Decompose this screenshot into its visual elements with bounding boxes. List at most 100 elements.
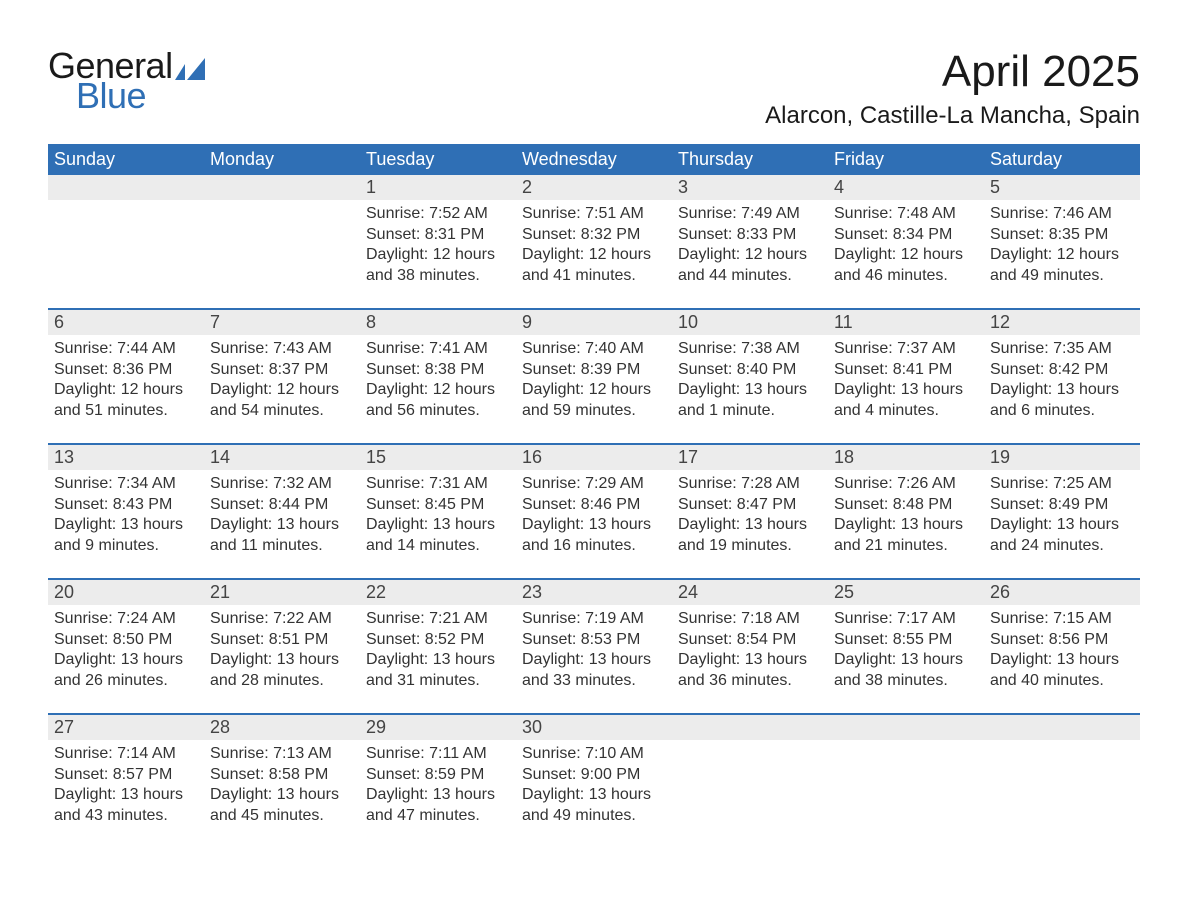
day-number xyxy=(204,175,360,200)
sunrise-text: Sunrise: 7:24 AM xyxy=(54,609,198,629)
day-cell: Sunrise: 7:51 AMSunset: 8:32 PMDaylight:… xyxy=(516,200,672,290)
day-cell: Sunrise: 7:34 AMSunset: 8:43 PMDaylight:… xyxy=(48,470,204,560)
sunrise-text: Sunrise: 7:48 AM xyxy=(834,204,978,224)
day-cell xyxy=(204,200,360,290)
day-cell: Sunrise: 7:15 AMSunset: 8:56 PMDaylight:… xyxy=(984,605,1140,695)
weekday-label: Thursday xyxy=(672,144,828,175)
daylight-text: Daylight: 12 hours and 51 minutes. xyxy=(54,380,198,421)
day-number: 21 xyxy=(204,580,360,605)
day-cell: Sunrise: 7:29 AMSunset: 8:46 PMDaylight:… xyxy=(516,470,672,560)
day-cell: Sunrise: 7:46 AMSunset: 8:35 PMDaylight:… xyxy=(984,200,1140,290)
sunrise-text: Sunrise: 7:34 AM xyxy=(54,474,198,494)
sunset-text: Sunset: 8:37 PM xyxy=(210,360,354,380)
day-number: 7 xyxy=(204,310,360,335)
day-number: 29 xyxy=(360,715,516,740)
day-cell: Sunrise: 7:52 AMSunset: 8:31 PMDaylight:… xyxy=(360,200,516,290)
day-cell: Sunrise: 7:26 AMSunset: 8:48 PMDaylight:… xyxy=(828,470,984,560)
sunset-text: Sunset: 8:57 PM xyxy=(54,765,198,785)
day-number xyxy=(984,715,1140,740)
weekday-label: Saturday xyxy=(984,144,1140,175)
day-number: 19 xyxy=(984,445,1140,470)
sunset-text: Sunset: 8:52 PM xyxy=(366,630,510,650)
daylight-text: Daylight: 13 hours and 21 minutes. xyxy=(834,515,978,556)
sunset-text: Sunset: 8:55 PM xyxy=(834,630,978,650)
day-number: 15 xyxy=(360,445,516,470)
day-cell: Sunrise: 7:48 AMSunset: 8:34 PMDaylight:… xyxy=(828,200,984,290)
sunset-text: Sunset: 8:34 PM xyxy=(834,225,978,245)
sunset-text: Sunset: 8:51 PM xyxy=(210,630,354,650)
sunrise-text: Sunrise: 7:10 AM xyxy=(522,744,666,764)
sunset-text: Sunset: 8:44 PM xyxy=(210,495,354,515)
day-number: 30 xyxy=(516,715,672,740)
daynum-row: 27282930 xyxy=(48,715,1140,740)
calendar-week: 6789101112Sunrise: 7:44 AMSunset: 8:36 P… xyxy=(48,308,1140,425)
sunrise-text: Sunrise: 7:25 AM xyxy=(990,474,1134,494)
daylight-text: Daylight: 13 hours and 33 minutes. xyxy=(522,650,666,691)
day-cell xyxy=(828,740,984,830)
day-number: 18 xyxy=(828,445,984,470)
day-number: 16 xyxy=(516,445,672,470)
sunrise-text: Sunrise: 7:14 AM xyxy=(54,744,198,764)
day-number: 20 xyxy=(48,580,204,605)
day-number: 10 xyxy=(672,310,828,335)
sunset-text: Sunset: 8:39 PM xyxy=(522,360,666,380)
sunrise-text: Sunrise: 7:15 AM xyxy=(990,609,1134,629)
sunrise-text: Sunrise: 7:38 AM xyxy=(678,339,822,359)
sunrise-text: Sunrise: 7:28 AM xyxy=(678,474,822,494)
daylight-text: Daylight: 13 hours and 43 minutes. xyxy=(54,785,198,826)
daylight-text: Daylight: 13 hours and 4 minutes. xyxy=(834,380,978,421)
sunset-text: Sunset: 8:35 PM xyxy=(990,225,1134,245)
day-cell: Sunrise: 7:10 AMSunset: 9:00 PMDaylight:… xyxy=(516,740,672,830)
day-number: 17 xyxy=(672,445,828,470)
sunrise-text: Sunrise: 7:29 AM xyxy=(522,474,666,494)
sunset-text: Sunset: 8:38 PM xyxy=(366,360,510,380)
daynum-row: 6789101112 xyxy=(48,310,1140,335)
sunset-text: Sunset: 8:50 PM xyxy=(54,630,198,650)
day-number: 1 xyxy=(360,175,516,200)
daylight-text: Daylight: 13 hours and 40 minutes. xyxy=(990,650,1134,691)
day-number: 23 xyxy=(516,580,672,605)
weekday-label: Wednesday xyxy=(516,144,672,175)
sunrise-text: Sunrise: 7:19 AM xyxy=(522,609,666,629)
sunset-text: Sunset: 8:45 PM xyxy=(366,495,510,515)
day-cell: Sunrise: 7:24 AMSunset: 8:50 PMDaylight:… xyxy=(48,605,204,695)
day-cell: Sunrise: 7:18 AMSunset: 8:54 PMDaylight:… xyxy=(672,605,828,695)
sunset-text: Sunset: 8:31 PM xyxy=(366,225,510,245)
sunrise-text: Sunrise: 7:52 AM xyxy=(366,204,510,224)
daynum-row: 12345 xyxy=(48,175,1140,200)
day-cell: Sunrise: 7:17 AMSunset: 8:55 PMDaylight:… xyxy=(828,605,984,695)
sunrise-text: Sunrise: 7:31 AM xyxy=(366,474,510,494)
day-number: 6 xyxy=(48,310,204,335)
sunrise-text: Sunrise: 7:41 AM xyxy=(366,339,510,359)
daylight-text: Daylight: 13 hours and 1 minute. xyxy=(678,380,822,421)
calendar-page: General Blue April 2025 Alarcon, Castill… xyxy=(0,0,1188,918)
daylight-text: Daylight: 13 hours and 16 minutes. xyxy=(522,515,666,556)
title-block: April 2025 Alarcon, Castille-La Mancha, … xyxy=(765,48,1140,130)
sunrise-text: Sunrise: 7:13 AM xyxy=(210,744,354,764)
weekday-label: Monday xyxy=(204,144,360,175)
daynum-row: 13141516171819 xyxy=(48,445,1140,470)
logo-text-bottom: Blue xyxy=(76,78,209,114)
day-cell: Sunrise: 7:21 AMSunset: 8:52 PMDaylight:… xyxy=(360,605,516,695)
day-cell: Sunrise: 7:14 AMSunset: 8:57 PMDaylight:… xyxy=(48,740,204,830)
day-number: 24 xyxy=(672,580,828,605)
day-cell: Sunrise: 7:32 AMSunset: 8:44 PMDaylight:… xyxy=(204,470,360,560)
daylight-text: Daylight: 12 hours and 59 minutes. xyxy=(522,380,666,421)
sunrise-text: Sunrise: 7:11 AM xyxy=(366,744,510,764)
day-cell xyxy=(984,740,1140,830)
day-number: 28 xyxy=(204,715,360,740)
day-number: 26 xyxy=(984,580,1140,605)
daylight-text: Daylight: 12 hours and 46 minutes. xyxy=(834,245,978,286)
sunrise-text: Sunrise: 7:21 AM xyxy=(366,609,510,629)
day-cell: Sunrise: 7:37 AMSunset: 8:41 PMDaylight:… xyxy=(828,335,984,425)
day-cell: Sunrise: 7:41 AMSunset: 8:38 PMDaylight:… xyxy=(360,335,516,425)
day-number: 9 xyxy=(516,310,672,335)
header: General Blue April 2025 Alarcon, Castill… xyxy=(48,48,1140,130)
month-title: April 2025 xyxy=(765,48,1140,96)
day-cell xyxy=(48,200,204,290)
calendar-week: 20212223242526Sunrise: 7:24 AMSunset: 8:… xyxy=(48,578,1140,695)
location: Alarcon, Castille-La Mancha, Spain xyxy=(765,102,1140,130)
daylight-text: Daylight: 13 hours and 38 minutes. xyxy=(834,650,978,691)
calendar-week: 12345Sunrise: 7:52 AMSunset: 8:31 PMDayl… xyxy=(48,175,1140,290)
day-number: 12 xyxy=(984,310,1140,335)
